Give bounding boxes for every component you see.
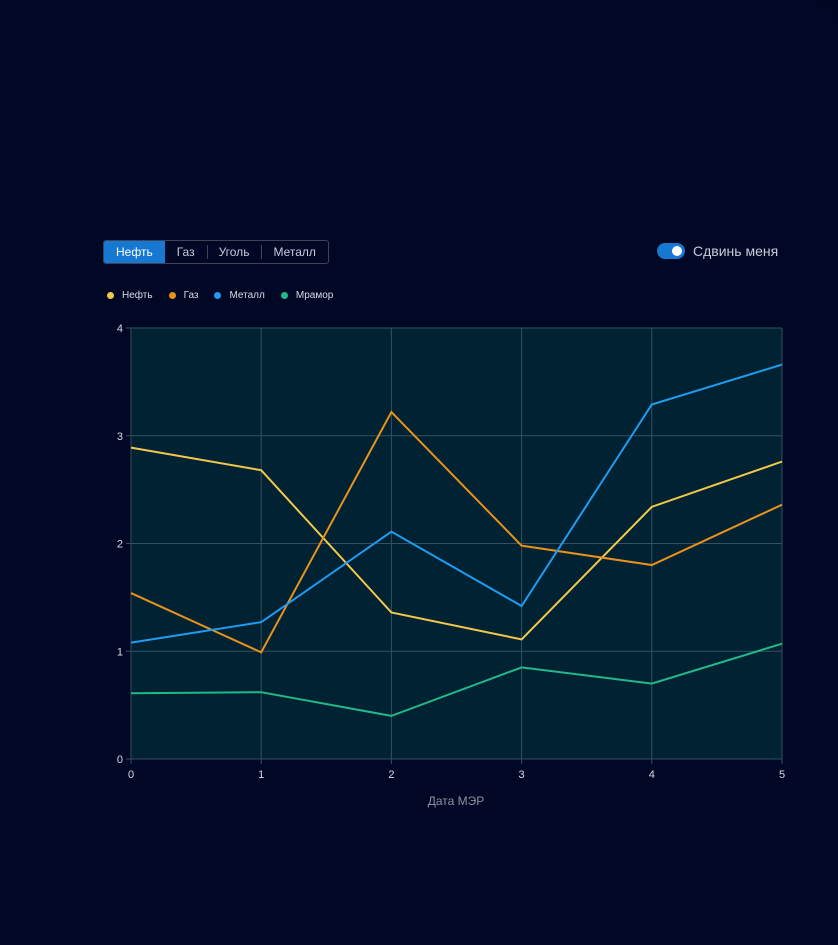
commodity-tabs: Нефть Газ Уголь Металл	[103, 240, 329, 264]
series-line-3	[130, 642, 783, 717]
tab-coal-label: Уголь	[218, 245, 250, 259]
legend-dot-gas	[168, 292, 176, 299]
legend-label-oil: Нефть	[122, 290, 153, 301]
series-line-0	[130, 446, 783, 641]
legend-item-metal[interactable]: Металл	[214, 290, 265, 301]
y-tick-label-4: 4	[117, 323, 123, 335]
x-tick-label-5: 5	[779, 769, 785, 781]
series-line-1	[130, 410, 783, 654]
tab-gas-label: Газ	[176, 245, 195, 259]
legend-dot-marble	[280, 292, 288, 299]
series-line-2	[130, 363, 783, 644]
toggle-knob	[672, 246, 682, 256]
chart-legend: Нефть Газ Металл Мрамор	[107, 290, 349, 301]
legend-item-oil[interactable]: Нефть	[107, 290, 153, 301]
tab-gas[interactable]: Газ	[165, 241, 207, 263]
y-tick-label-1: 1	[117, 646, 123, 658]
tab-metal[interactable]: Металл	[261, 241, 327, 263]
legend-item-marble[interactable]: Мрамор	[280, 290, 334, 301]
toggle-switch[interactable]	[657, 243, 685, 259]
tab-oil-label: Нефть	[116, 245, 153, 259]
y-tick-label-3: 3	[117, 431, 123, 443]
legend-item-gas[interactable]: Газ	[168, 290, 199, 301]
grid-lines	[130, 327, 783, 760]
series-lines	[130, 363, 783, 717]
toggle-label: Сдвинь меня	[693, 243, 779, 259]
x-tick-label-3: 3	[519, 769, 525, 781]
y-tick-label-2: 2	[117, 539, 123, 551]
x-tick-label-4: 4	[649, 769, 655, 781]
legend-label-metal: Металл	[229, 290, 265, 301]
legend-label-gas: Газ	[183, 290, 199, 301]
legend-dot-metal	[214, 292, 222, 299]
tab-metal-label: Металл	[273, 245, 316, 259]
x-tick-label-2: 2	[388, 769, 394, 781]
axis-ticks: 0 1 2 3 4 5 0 1 2 3 4	[117, 323, 785, 781]
tab-coal[interactable]: Уголь	[206, 241, 262, 263]
x-axis-label: Дата МЭР	[428, 794, 485, 808]
legend-dot-oil	[107, 292, 114, 299]
legend-label-marble: Мрамор	[295, 290, 334, 301]
x-tick-label-1: 1	[258, 769, 264, 781]
x-tick-label-0: 0	[128, 769, 134, 781]
toggle-control: Сдвинь меня	[657, 243, 778, 259]
tab-oil[interactable]: Нефть	[104, 241, 165, 263]
y-tick-label-0: 0	[117, 754, 123, 766]
